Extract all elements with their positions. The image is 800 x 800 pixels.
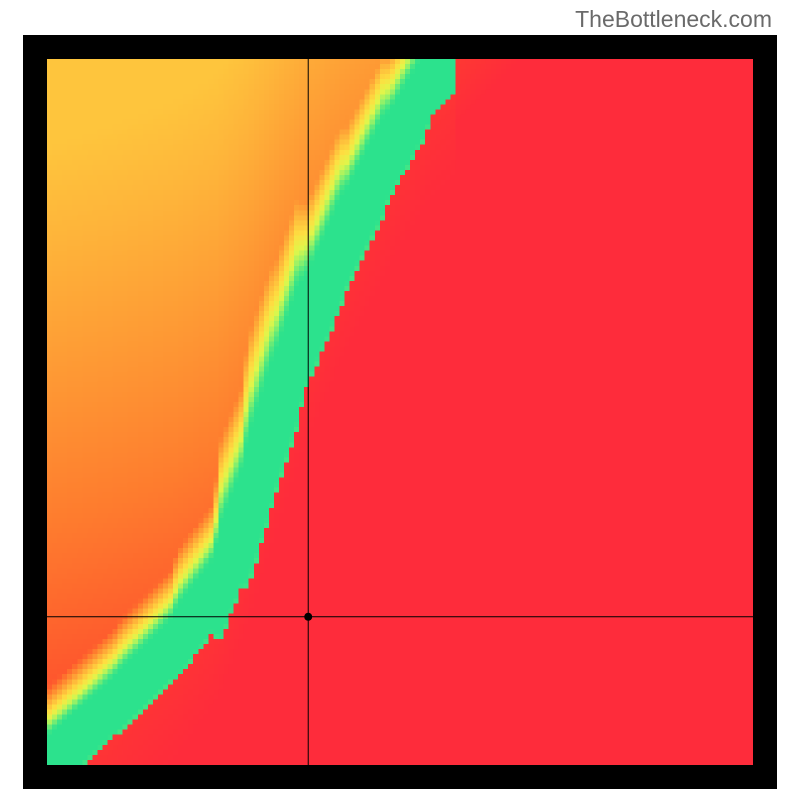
plot-outer-frame: [23, 35, 777, 789]
bottleneck-heatmap: [47, 59, 753, 765]
watermark-text: TheBottleneck.com: [575, 6, 772, 33]
